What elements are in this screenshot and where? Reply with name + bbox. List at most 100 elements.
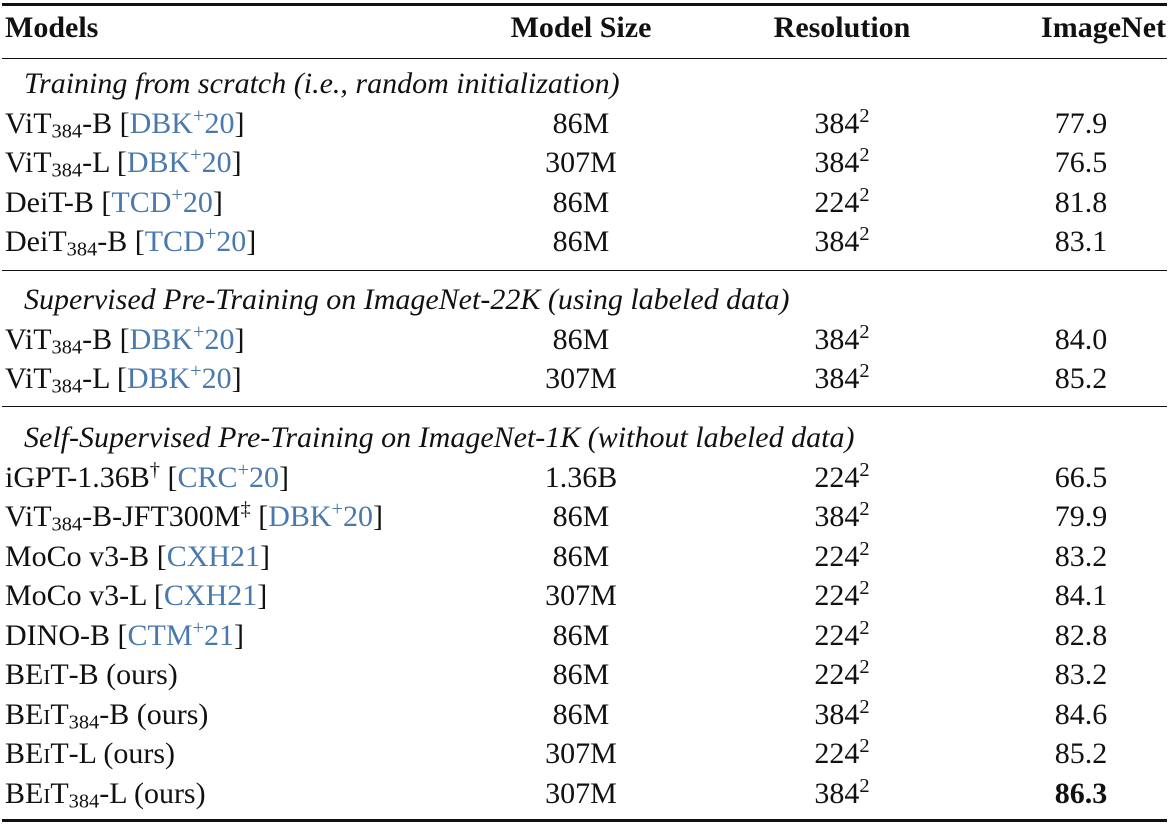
model-name: DeiT-B [TCD+20] <box>5 183 223 219</box>
resolution-cell: 2242 <box>762 655 922 695</box>
model-suffix: -B (ours) <box>68 658 178 691</box>
model-suffix: -B <box>63 185 94 219</box>
model-subscript: 384 <box>51 119 83 142</box>
model-name: BEiT384-L (ours) <box>5 774 206 814</box>
imagenet-accuracy-cell: 83.2 <box>1054 658 1108 691</box>
citation-link[interactable]: DBK+20 <box>130 104 235 140</box>
table-row: BEiT384-L (ours) 307M 3842 86.3 <box>0 774 1169 814</box>
resolution-exponent: 2 <box>859 774 870 797</box>
imagenet-accuracy-cell: 85.2 <box>1054 737 1108 770</box>
imagenet-accuracy-cell: 82.8 <box>1054 618 1108 652</box>
citation-link[interactable]: DBK+20 <box>126 359 232 395</box>
citation-year: 20 <box>204 106 235 140</box>
model-subscript: 384 <box>51 159 83 182</box>
model-base: MoCo v3-L <box>5 579 147 612</box>
model-suffix: -L <box>82 146 110 179</box>
imagenet-accuracy-cell: 84.6 <box>1054 697 1108 731</box>
model-size-cell: 86M <box>552 697 610 731</box>
resolution-exponent: 2 <box>859 537 870 560</box>
citation-sup: + <box>192 104 205 127</box>
citation-link[interactable]: CXH21 <box>164 579 257 612</box>
resolution-exponent: 2 <box>859 222 870 245</box>
model-base: BEiT <box>5 776 69 810</box>
table-row: MoCo v3-B [CXH21] 86M 2242 83.2 <box>0 537 1169 577</box>
section-title: Supervised Pre-Training on ImageNet-22K … <box>24 283 790 316</box>
table-row: ViT384-B [DBK+20] 86M 3842 77.9 <box>0 104 1169 144</box>
model-size-cell: 86M <box>552 225 610 258</box>
section-title-row: Self-Supervised Pre-Training on ImageNet… <box>0 418 1169 458</box>
top-rule <box>2 3 1167 6</box>
citation-year: 20 <box>201 146 232 179</box>
resolution-exponent: 2 <box>859 183 870 206</box>
citation-sup: + <box>171 183 183 206</box>
citation-year: 20 <box>249 460 279 494</box>
resolution-cell: 2242 <box>762 458 922 498</box>
model-name: BEiT384-B (ours) <box>5 695 208 735</box>
model-base: DINO-B <box>5 618 110 652</box>
model-name: ViT384-B-JFT300M‡ [DBK+20] <box>5 497 384 536</box>
imagenet-accuracy-cell: 81.8 <box>1054 185 1108 219</box>
table-row: ViT384-B-JFT300M‡ [DBK+20] 86M 3842 79.9 <box>0 497 1169 537</box>
section-rule <box>2 406 1167 408</box>
citation-link[interactable]: DBK+20 <box>268 499 373 533</box>
section-title-row: Training from scratch (i.e., random init… <box>0 64 1169 104</box>
citation-link[interactable]: TCD+20 <box>145 224 247 258</box>
header-models: Models <box>5 11 99 44</box>
resolution-exponent: 2 <box>859 576 870 599</box>
citation-link[interactable]: TCD+20 <box>111 183 213 219</box>
citation-key: DBK <box>129 322 193 356</box>
resolution-cell: 2242 <box>762 183 922 223</box>
model-base: BEiT <box>5 658 69 691</box>
model-name: ViT384-B [DBK+20] <box>5 320 245 358</box>
citation-link[interactable]: DBK+20 <box>127 143 232 179</box>
imagenet-accuracy-cell: 83.2 <box>1054 539 1108 573</box>
model-size-cell: 307M <box>545 579 617 612</box>
model-size-cell: 307M <box>545 776 617 810</box>
model-base: DeiT <box>5 185 64 219</box>
citation-key: CXH21 <box>163 579 258 612</box>
resolution-cell: 3842 <box>762 497 922 537</box>
model-name: iGPT-1.36B† [CRC+20] <box>5 458 289 494</box>
model-name: DeiT384-B [TCD+20] <box>5 222 257 261</box>
model-size-cell: 86M <box>552 185 610 219</box>
resolution-value: 384 <box>814 362 860 395</box>
header-imagenet: ImageNet <box>1041 11 1166 44</box>
citation-year: 20 <box>204 322 235 356</box>
citation-link[interactable]: CRC+20 <box>177 458 279 494</box>
resolution-exponent: 2 <box>859 497 870 520</box>
citation-key: DBK <box>126 362 191 395</box>
model-base: ViT <box>5 106 52 140</box>
resolution-cell: 3842 <box>762 104 922 144</box>
imagenet-accuracy-cell: 86.3 <box>1054 776 1108 810</box>
citation-link[interactable]: DBK+20 <box>129 321 235 356</box>
citation-sup: + <box>237 458 250 481</box>
resolution-value: 384 <box>814 106 860 140</box>
table-row: ViT384-B [DBK+20] 86M 3842 84.0 <box>0 320 1169 360</box>
citation-sup: + <box>190 359 202 382</box>
resolution-value: 384 <box>814 697 860 731</box>
model-size-cell: 86M <box>552 500 610 533</box>
model-base: BEiT <box>5 737 69 770</box>
citation-year: 21 <box>204 618 235 652</box>
model-suffix: -L <box>82 362 110 395</box>
model-base: ViT <box>5 500 52 533</box>
resolution-exponent: 2 <box>859 320 870 343</box>
model-size-cell: 86M <box>552 539 610 573</box>
model-base: DeiT <box>5 225 67 258</box>
resolution-cell: 2242 <box>762 734 922 774</box>
citation-key: TCD <box>111 185 172 219</box>
model-subscript: 384 <box>51 513 83 536</box>
citation-key: CRC <box>177 460 238 494</box>
citation-sup: + <box>190 143 202 166</box>
citation-link[interactable]: CTM+21 <box>128 617 235 652</box>
resolution-exponent: 2 <box>859 104 870 127</box>
model-subscript: 384 <box>51 375 83 398</box>
model-base: iGPT-1.36B <box>5 460 150 494</box>
citation-link[interactable]: CXH21 <box>167 540 260 573</box>
footnote-mark: † <box>149 458 160 481</box>
table-row: ViT384-L [DBK+20] 307M 3842 76.5 <box>0 143 1169 183</box>
model-size-cell: 86M <box>552 618 610 652</box>
table-row: DeiT384-B [TCD+20] 86M 3842 83.1 <box>0 222 1169 262</box>
resolution-cell: 3842 <box>762 222 922 262</box>
